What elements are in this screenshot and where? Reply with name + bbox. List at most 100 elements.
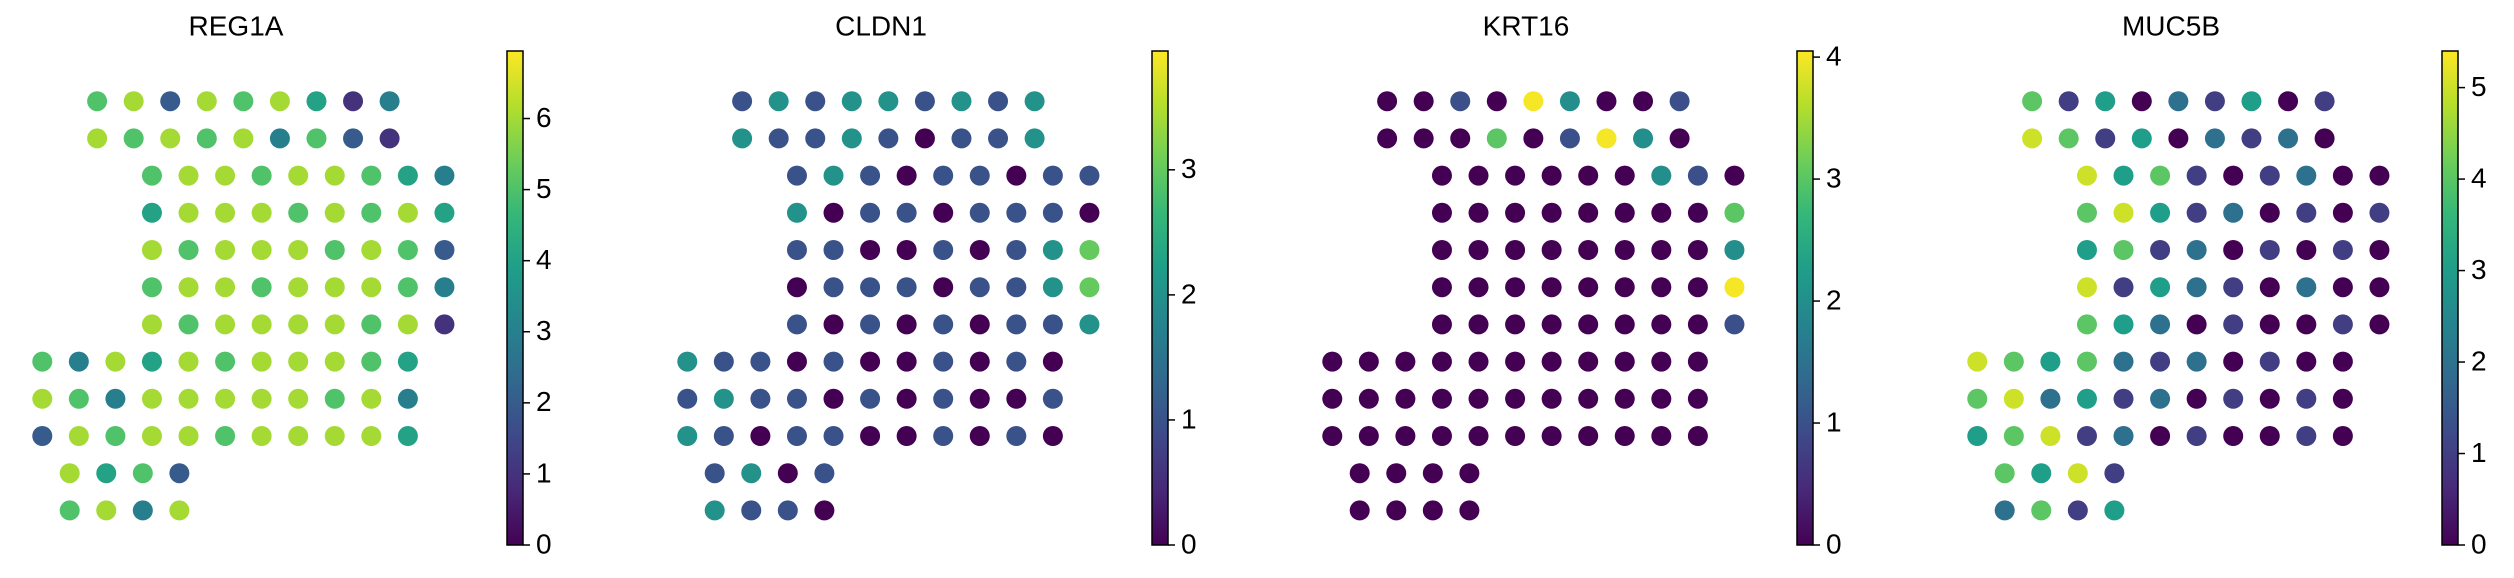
spot <box>215 165 236 186</box>
colorbar-tick-label: 1 <box>536 457 552 488</box>
spot <box>2278 91 2299 112</box>
spot <box>2369 240 2390 260</box>
spot <box>2241 128 2262 149</box>
spot <box>750 351 771 372</box>
colorbar <box>1151 50 1169 546</box>
spot <box>1578 277 1599 298</box>
spot <box>823 240 844 260</box>
spot <box>2369 202 2390 223</box>
spot <box>59 500 80 521</box>
spot <box>2150 314 2171 335</box>
spot <box>87 91 108 112</box>
panel-title: REG1A <box>189 10 284 41</box>
spot <box>786 277 807 298</box>
panel-title: CLDN1 <box>835 10 927 41</box>
spot <box>2332 202 2353 223</box>
spot <box>1349 500 1370 521</box>
spot <box>1431 240 1452 260</box>
spot <box>2076 277 2097 298</box>
spot <box>1042 351 1063 372</box>
spot <box>215 202 236 223</box>
spot <box>434 314 455 335</box>
spot <box>397 388 418 409</box>
spot <box>677 426 698 446</box>
spot <box>933 314 954 335</box>
spot <box>160 128 181 149</box>
spot <box>233 91 254 112</box>
spot <box>324 165 345 186</box>
spot <box>1468 165 1489 186</box>
panel: KRT16 0 1 2 3 4 <box>1322 10 1842 559</box>
spot <box>814 500 835 521</box>
spot <box>1042 240 1063 260</box>
spot <box>1459 500 1480 521</box>
spot <box>2150 426 2171 446</box>
spot <box>2040 426 2061 446</box>
spot <box>1651 240 1672 260</box>
spot <box>1386 500 1407 521</box>
spot <box>169 500 190 521</box>
spot <box>823 388 844 409</box>
spot <box>2150 202 2171 223</box>
spot <box>1505 426 1526 446</box>
spot <box>951 128 972 149</box>
spot <box>2150 277 2171 298</box>
spot <box>324 426 345 446</box>
colorbar <box>2441 50 2459 546</box>
panel: MUC5B 0 1 2 3 4 5 <box>1967 10 2487 559</box>
spot <box>2369 277 2390 298</box>
spot <box>823 277 844 298</box>
spot <box>896 314 917 335</box>
spot <box>933 165 954 186</box>
spot <box>1468 277 1489 298</box>
spot <box>1042 388 1063 409</box>
spot <box>841 128 862 149</box>
spot <box>969 351 990 372</box>
spot <box>1413 91 1434 112</box>
spot <box>141 202 162 223</box>
spot <box>1042 202 1063 223</box>
spot <box>2104 500 2125 521</box>
spot <box>2031 463 2052 484</box>
spot <box>805 128 826 149</box>
spot <box>2150 388 2171 409</box>
spot <box>1431 202 1452 223</box>
spot <box>1541 426 1562 446</box>
spot <box>251 426 272 446</box>
spot <box>2003 388 2024 409</box>
spot <box>1578 351 1599 372</box>
spot <box>1967 426 1988 446</box>
spot <box>2131 128 2152 149</box>
spot <box>1024 91 1045 112</box>
spot <box>215 277 236 298</box>
spot <box>1724 165 1745 186</box>
spot <box>1967 388 1988 409</box>
spot <box>215 426 236 446</box>
spot <box>2186 202 2207 223</box>
spot <box>178 426 199 446</box>
spot <box>251 277 272 298</box>
spot <box>732 91 753 112</box>
spot <box>1687 202 1708 223</box>
colorbar-tick-label: 4 <box>1826 40 1842 71</box>
spot <box>361 202 382 223</box>
spot <box>1349 463 1370 484</box>
spot <box>1468 240 1489 260</box>
spot <box>1377 128 1398 149</box>
spot <box>1358 351 1379 372</box>
spot <box>2259 165 2280 186</box>
spot <box>823 351 844 372</box>
spot <box>1006 202 1027 223</box>
spot <box>2223 165 2244 186</box>
spot <box>2296 240 2317 260</box>
spot <box>2186 165 2207 186</box>
spot <box>860 426 881 446</box>
spot <box>1006 165 1027 186</box>
spot <box>2076 388 2097 409</box>
spot <box>2076 202 2097 223</box>
spot <box>896 277 917 298</box>
spot <box>379 91 400 112</box>
spot <box>823 202 844 223</box>
spot <box>2076 240 2097 260</box>
